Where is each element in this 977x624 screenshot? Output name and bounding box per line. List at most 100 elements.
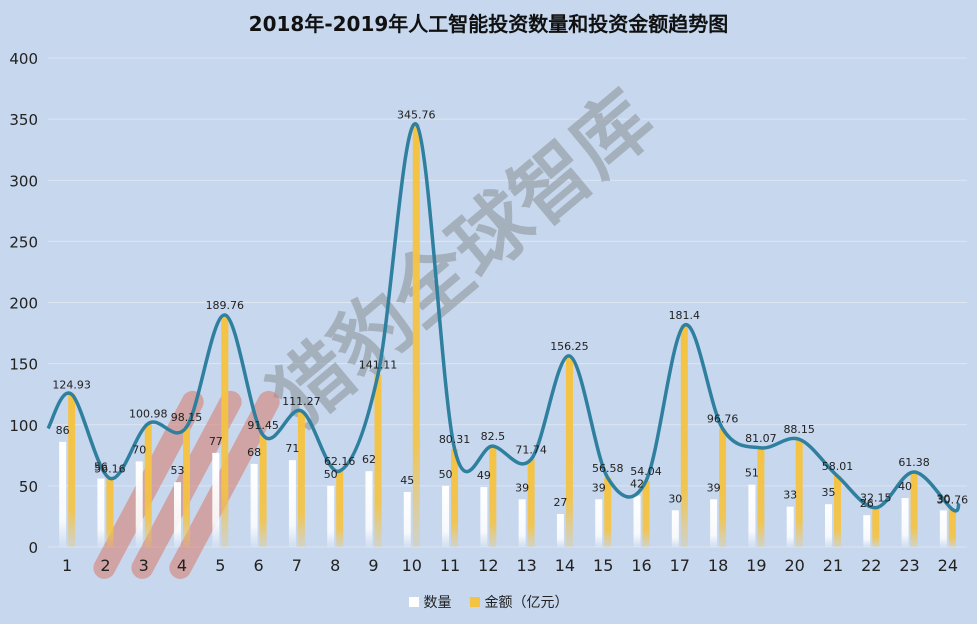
bar-amount bbox=[374, 374, 382, 547]
data-label-amount: 96.76 bbox=[707, 413, 739, 426]
data-label-count: 62 bbox=[362, 453, 376, 466]
x-tick-label: 9 bbox=[368, 556, 378, 575]
legend-item-amount: 金额（亿元） bbox=[469, 592, 569, 612]
bar-count bbox=[288, 460, 296, 547]
data-label-count: 40 bbox=[898, 480, 912, 493]
x-tick-label: 23 bbox=[899, 556, 919, 575]
x-tick-label: 17 bbox=[670, 556, 690, 575]
bar-count bbox=[327, 485, 335, 547]
data-label-amount: 61.38 bbox=[898, 456, 930, 469]
bar-count bbox=[97, 478, 105, 547]
bar-amount bbox=[872, 507, 880, 547]
y-tick-label: 50 bbox=[19, 478, 38, 496]
bar-count bbox=[442, 485, 450, 547]
bar-amount bbox=[489, 446, 497, 547]
data-label-amount: 111.27 bbox=[282, 395, 321, 408]
data-label-amount: 58.01 bbox=[822, 460, 854, 473]
data-label-amount: 32.15 bbox=[860, 492, 892, 505]
data-label-amount: 88.15 bbox=[783, 423, 815, 436]
bar-count bbox=[250, 463, 258, 547]
y-tick-label: 350 bbox=[9, 111, 38, 129]
data-label-count: 71 bbox=[285, 442, 299, 455]
bar-count bbox=[212, 452, 220, 547]
x-tick-label: 1 bbox=[62, 556, 72, 575]
bar-amount bbox=[680, 325, 688, 547]
legend-swatch-amount bbox=[469, 597, 480, 607]
bar-count bbox=[824, 504, 832, 547]
bar-amount bbox=[604, 477, 612, 547]
bar-count bbox=[748, 484, 756, 547]
data-label-amount: 81.07 bbox=[745, 432, 777, 445]
x-tick-label: 19 bbox=[746, 556, 766, 575]
y-tick-label: 100 bbox=[9, 417, 38, 435]
bar-amount bbox=[297, 410, 305, 547]
data-label-count: 50 bbox=[439, 468, 453, 481]
x-tick-label: 15 bbox=[593, 556, 613, 575]
x-tick-label: 16 bbox=[631, 556, 651, 575]
data-label-amount: 100.98 bbox=[129, 408, 168, 421]
bar-amount bbox=[106, 478, 114, 547]
bar-amount bbox=[68, 394, 76, 547]
data-label-count: 51 bbox=[745, 467, 759, 480]
bar-amount bbox=[527, 459, 535, 547]
bar-count bbox=[901, 498, 909, 547]
data-label-amount: 181.4 bbox=[669, 309, 701, 322]
bar-amount bbox=[948, 509, 956, 547]
bar-count bbox=[365, 471, 373, 547]
data-label-count: 42 bbox=[630, 478, 644, 491]
bar-amount bbox=[259, 435, 267, 547]
trend-line bbox=[46, 122, 961, 513]
legend-label-amount: 金额（亿元） bbox=[484, 595, 569, 611]
x-tick-label: 6 bbox=[254, 556, 264, 575]
data-label-count: 45 bbox=[400, 474, 414, 487]
x-tick-label: 13 bbox=[516, 556, 536, 575]
bar-amount bbox=[833, 476, 841, 547]
y-tick-label: 0 bbox=[28, 539, 38, 557]
bar-amount bbox=[719, 428, 727, 547]
data-label-amount: 124.93 bbox=[52, 378, 91, 391]
y-tick-label: 150 bbox=[9, 356, 38, 374]
x-tick-label: 22 bbox=[861, 556, 881, 575]
y-tick-label: 400 bbox=[9, 50, 38, 68]
bar-amount bbox=[412, 124, 420, 547]
bar-count bbox=[556, 513, 564, 547]
bar-count bbox=[480, 487, 488, 547]
data-label-amount: 54.04 bbox=[630, 465, 662, 478]
data-label-count: 26 bbox=[860, 497, 874, 510]
x-tick-label: 21 bbox=[823, 556, 843, 575]
bar-count bbox=[59, 441, 67, 547]
y-tick-label: 250 bbox=[9, 233, 38, 251]
bar-count bbox=[633, 495, 641, 547]
x-tick-label: 3 bbox=[139, 556, 149, 575]
data-label-count: 70 bbox=[132, 443, 146, 456]
bar-count bbox=[939, 510, 947, 547]
x-tick-label: 12 bbox=[478, 556, 498, 575]
legend-item-count: 数量 bbox=[408, 592, 452, 612]
bar-amount bbox=[910, 471, 918, 547]
x-tick-label: 11 bbox=[440, 556, 460, 575]
data-label-count: 39 bbox=[592, 481, 606, 494]
data-label-count: 33 bbox=[783, 489, 797, 502]
data-label-amount: 141.11 bbox=[359, 358, 398, 371]
bar-amount bbox=[336, 471, 344, 547]
x-tick-label: 7 bbox=[292, 556, 302, 575]
data-label-count: 35 bbox=[821, 486, 835, 499]
bar-amount bbox=[795, 439, 803, 547]
x-tick-label: 18 bbox=[708, 556, 728, 575]
data-label-amount: 345.76 bbox=[397, 108, 436, 121]
y-tick-label: 300 bbox=[9, 172, 38, 190]
bar-count bbox=[135, 461, 143, 547]
x-tick-label: 8 bbox=[330, 556, 340, 575]
y-tick-label: 200 bbox=[9, 295, 38, 313]
legend-swatch-count bbox=[408, 597, 419, 607]
data-label-amount: 156.25 bbox=[550, 340, 589, 353]
bar-count bbox=[595, 499, 603, 547]
bar-count bbox=[174, 482, 182, 547]
data-label-amount: 56.16 bbox=[94, 462, 126, 475]
legend: 数量 金额（亿元） bbox=[0, 592, 977, 612]
x-tick-label: 2 bbox=[100, 556, 110, 575]
data-label-amount: 71.74 bbox=[515, 443, 547, 456]
data-label-count: 68 bbox=[247, 446, 261, 459]
